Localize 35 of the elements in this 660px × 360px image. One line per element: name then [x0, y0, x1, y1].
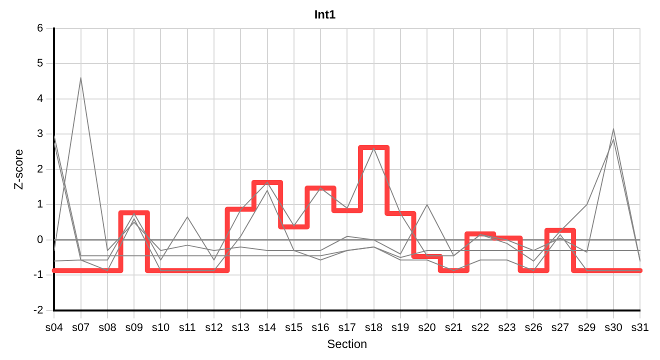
x-tick-label: s15	[285, 322, 303, 334]
x-tick-label: s08	[98, 322, 116, 334]
x-tick-label: s23	[498, 322, 516, 334]
y-tick-label: 0	[37, 234, 44, 246]
y-tick-label: -1	[33, 269, 44, 282]
x-tick-label: s18	[364, 322, 383, 334]
x-tick-label: s31	[631, 322, 650, 334]
x-axis-title: Section	[327, 337, 368, 352]
x-tick-label: s10	[152, 322, 170, 334]
y-tick-label: -2	[33, 304, 44, 316]
x-tick-label: s30	[604, 322, 622, 334]
x-tick-label: s22	[471, 322, 490, 334]
x-tick-label: s09	[125, 322, 143, 334]
x-tick-label: s11	[178, 322, 196, 334]
x-tick-label: s21	[444, 322, 463, 334]
y-axis-title: Z-score	[12, 148, 26, 190]
x-tick-label: s07	[72, 322, 90, 334]
x-tick-label: s27	[551, 322, 570, 334]
x-tick-label: s12	[205, 322, 223, 334]
x-tick-label: s13	[232, 322, 250, 334]
chart-title: Int1	[314, 8, 336, 22]
y-tick-label: 2	[37, 163, 44, 176]
x-tick-label: s04	[45, 322, 64, 334]
y-tick-label: 5	[37, 58, 44, 70]
y-tick-label: 6	[37, 22, 44, 34]
x-tick-label: s20	[418, 322, 436, 334]
x-tick-label: s26	[524, 322, 542, 334]
x-tick-label: s14	[258, 322, 276, 334]
x-tick-label: s17	[338, 322, 356, 334]
x-tick-label: s16	[312, 322, 330, 334]
x-tick-label: s29	[578, 322, 596, 334]
y-tick-label: 3	[37, 128, 44, 140]
x-tick-label: s19	[392, 322, 410, 334]
y-tick-label: 1	[37, 198, 44, 211]
y-tick-label: 4	[37, 92, 44, 105]
